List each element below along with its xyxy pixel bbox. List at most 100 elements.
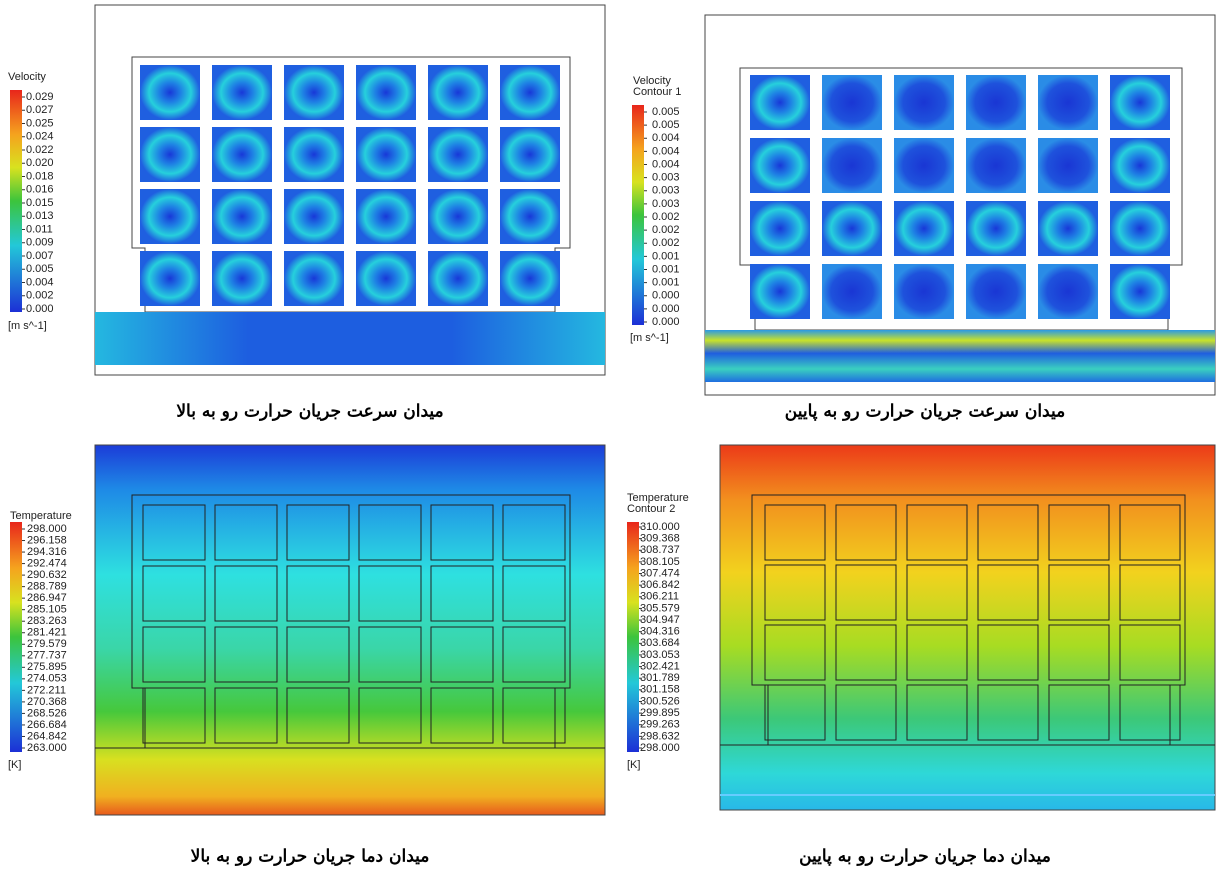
legend-label: 270.368 [27, 696, 67, 708]
legend-label: 0.000 [652, 303, 680, 315]
legend-label: 302.421 [640, 660, 680, 672]
legend-label: 290.632 [27, 569, 67, 581]
legend-unit: [K] [8, 759, 21, 771]
legend-label: 288.789 [27, 581, 67, 593]
legend-label: 0.003 [652, 172, 680, 184]
caption: میدان سرعت جریان حرارت رو به پایین [785, 402, 1065, 422]
cell [212, 127, 272, 182]
legend-label: 0.000 [652, 316, 680, 328]
legend-label: 279.579 [27, 638, 67, 650]
legend-label: 298.000 [27, 523, 67, 535]
legend-label: 268.526 [27, 707, 67, 719]
cell [822, 75, 882, 130]
legend-label: 0.000 [26, 303, 54, 315]
legend-label: 0.020 [26, 157, 54, 169]
cell [894, 138, 954, 193]
cell [140, 251, 200, 306]
legend-label: 299.263 [640, 719, 680, 731]
figure: Velocity0.0290.0270.0250.0240.0220.0200.… [0, 0, 1223, 875]
caption: میدان دما جریان حرارت رو به پایین [799, 847, 1051, 867]
legend-label: 266.684 [27, 719, 67, 731]
legend-label: 298.632 [640, 730, 680, 742]
legend-label: 0.004 [652, 145, 680, 157]
cell [428, 127, 488, 182]
cell [894, 264, 954, 319]
legend-label: 0.004 [652, 132, 680, 144]
legend-label: 0.005 [652, 106, 680, 118]
cell [822, 264, 882, 319]
legend-label: 292.474 [27, 557, 67, 569]
cell [750, 75, 810, 130]
legend-label: 298.000 [640, 742, 680, 754]
legend-label: 309.368 [640, 533, 680, 545]
legend-title: Velocity [8, 71, 46, 83]
legend-label: 0.003 [652, 198, 680, 210]
cell [1110, 75, 1170, 130]
cell [428, 65, 488, 120]
legend-label: 264.842 [27, 730, 67, 742]
color-bar [627, 522, 639, 752]
legend-label: 307.474 [640, 567, 680, 579]
legend-label: 0.001 [652, 263, 680, 275]
legend-label: 306.211 [640, 591, 679, 603]
legend-label: 0.002 [26, 290, 54, 302]
legend-label: 277.737 [27, 650, 67, 662]
cell [284, 65, 344, 120]
cell [212, 251, 272, 306]
legend-label: 0.002 [652, 211, 680, 223]
cell [500, 65, 560, 120]
cell [500, 127, 560, 182]
temperature-up-image [95, 445, 605, 815]
cell [966, 75, 1026, 130]
cell [356, 251, 416, 306]
legend-label: 0.024 [26, 131, 54, 143]
legend-label: 0.018 [26, 170, 54, 182]
legend-title: Temperature [10, 510, 72, 522]
legend-label: 274.053 [27, 673, 67, 685]
legend-unit: [m s^-1] [630, 332, 669, 344]
caption: میدان دما جریان حرارت رو به بالا [191, 847, 430, 867]
legend-label: 304.947 [640, 614, 680, 626]
legend-label: 0.004 [26, 276, 54, 288]
cell [822, 138, 882, 193]
legend-label: 301.789 [640, 672, 680, 684]
legend-label: 0.003 [652, 185, 680, 197]
legend-label: 299.895 [640, 707, 680, 719]
cell [1110, 201, 1170, 256]
legend-label: 0.011 [26, 223, 53, 235]
cell [1110, 138, 1170, 193]
cell [1038, 264, 1098, 319]
cell [284, 189, 344, 244]
cell [140, 127, 200, 182]
cell [284, 127, 344, 182]
legend-unit: [K] [627, 759, 640, 771]
legend-label: 0.013 [26, 210, 54, 222]
legend-label: 275.895 [27, 661, 67, 673]
legend-label: 0.002 [652, 224, 680, 236]
legend-label: 0.029 [26, 91, 54, 103]
legend-label: 301.158 [640, 684, 680, 696]
cell [966, 201, 1026, 256]
cell [750, 264, 810, 319]
color-bar [632, 105, 644, 325]
cell [1038, 75, 1098, 130]
legend-unit: [m s^-1] [8, 320, 47, 332]
legend-label: 294.316 [27, 546, 67, 558]
legend-label: 272.211 [27, 684, 66, 696]
legend-label: 0.016 [26, 184, 54, 196]
legend-label: 286.947 [27, 592, 67, 604]
legend-label: 0.005 [652, 119, 680, 131]
legend-label: 303.684 [640, 637, 680, 649]
cell [356, 127, 416, 182]
legend-label: 304.316 [640, 626, 680, 638]
cell [750, 138, 810, 193]
cell [212, 189, 272, 244]
color-bar [10, 90, 22, 312]
legend-label: 0.027 [26, 104, 54, 116]
cell [500, 251, 560, 306]
cell [1038, 138, 1098, 193]
cell [140, 189, 200, 244]
legend-label: 308.737 [640, 544, 680, 556]
legend-label: 303.053 [640, 649, 680, 661]
legend-label: 305.579 [640, 602, 680, 614]
